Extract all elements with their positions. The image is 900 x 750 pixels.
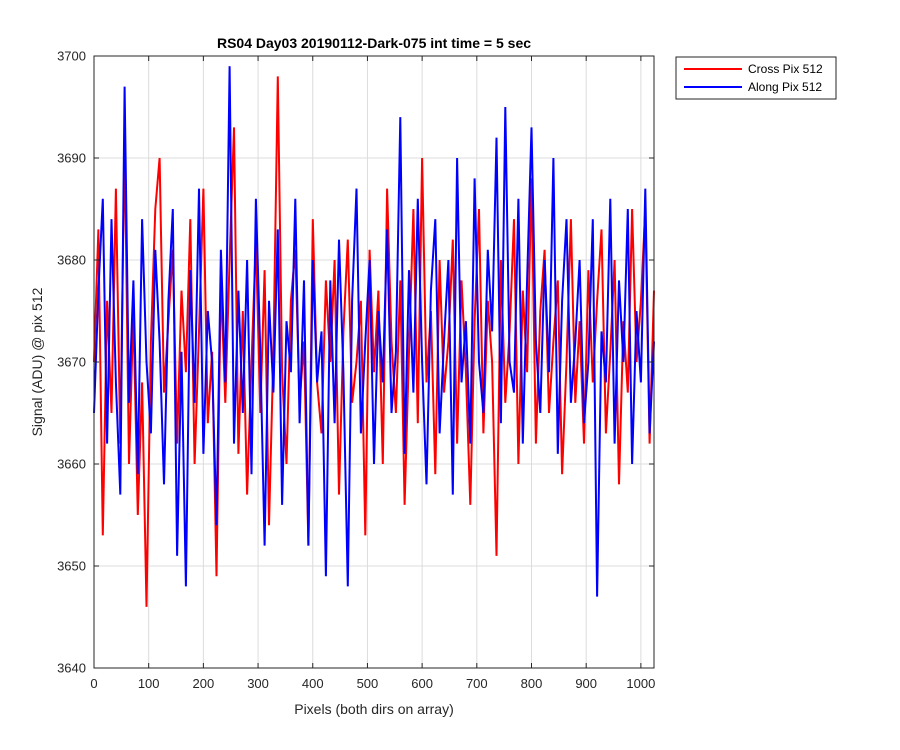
y-axis-ticks: 3640 3650 3660 3670 3680 3690 3700 [57, 49, 654, 676]
x-tick-label: 600 [411, 676, 433, 691]
legend-label-along: Along Pix 512 [748, 80, 822, 94]
series-line-cross [93, 76, 655, 607]
x-tick-label: 300 [247, 676, 269, 691]
x-tick-label: 200 [193, 676, 215, 691]
x-tick-label: 500 [357, 676, 379, 691]
x-tick-label: 800 [521, 676, 543, 691]
chart-title: RS04 Day03 20190112-Dark-075 int time = … [217, 35, 531, 51]
y-tick-label: 3640 [57, 661, 86, 676]
x-tick-label: 900 [575, 676, 597, 691]
x-tick-label: 0 [90, 676, 97, 691]
y-axis-label: Signal (ADU) @ pix 512 [29, 287, 45, 436]
x-tick-label: 700 [466, 676, 488, 691]
y-tick-label: 3700 [57, 49, 86, 64]
x-tick-label: 1000 [626, 676, 655, 691]
legend: Cross Pix 512 Along Pix 512 [675, 56, 837, 100]
x-tick-label: 100 [138, 676, 160, 691]
series-group [93, 66, 655, 607]
x-tick-label: 400 [302, 676, 324, 691]
y-tick-label: 3650 [57, 559, 86, 574]
y-tick-label: 3680 [57, 253, 86, 268]
x-axis-ticks: 0 100 200 300 400 500 600 700 800 900 1000 [90, 56, 655, 691]
series-line-along [93, 66, 655, 597]
legend-box [675, 56, 837, 100]
legend-label-cross: Cross Pix 512 [748, 62, 823, 76]
x-axis-label: Pixels (both dirs on array) [294, 701, 454, 717]
y-tick-label: 3660 [57, 457, 86, 472]
y-tick-label: 3670 [57, 355, 86, 370]
y-tick-label: 3690 [57, 151, 86, 166]
